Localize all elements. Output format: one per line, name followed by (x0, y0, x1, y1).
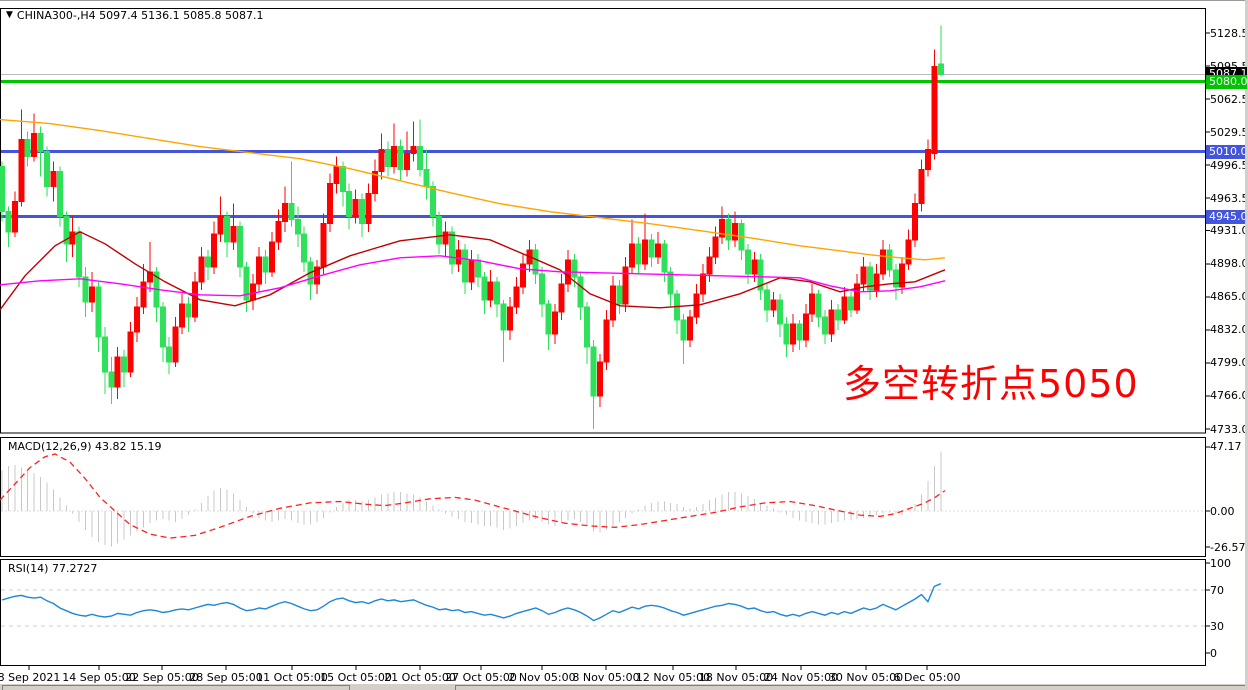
rsi-tick-label: 100 (1210, 556, 1231, 570)
time-tick-label: 27 Oct 05:00 (445, 671, 517, 684)
price-tick-label: 4733.0 (1210, 422, 1248, 436)
time-tick-label: 8 Nov 05:00 (572, 671, 640, 684)
green-level-badge: 5080.0 (1206, 74, 1248, 89)
macd-panel-graphics (0, 451, 1205, 547)
macd-tick-label: 0.00 (1210, 504, 1235, 518)
axis-tick-marks (28, 32, 1210, 670)
window-top-edge (0, 0, 1248, 1)
price-tick-label: 4832.0 (1210, 323, 1248, 337)
chart-title-ohlc: CHINA300-,H4 5097.4 5136.1 5085.8 5087.1 (16, 9, 264, 22)
price-tick-label: 4865.0 (1210, 290, 1248, 304)
price-tick-label: 5128.5 (1210, 26, 1248, 40)
rsi-tick-label: 30 (1210, 619, 1224, 633)
time-tick-label: 22 Sep 05:00 (125, 671, 199, 684)
moving-average-lines (0, 118, 946, 311)
symbol-dropdown-icon[interactable]: ▼ (6, 10, 13, 20)
status-bar (0, 684, 1248, 690)
time-tick-label: 15 Oct 05:00 (320, 671, 392, 684)
price-tick-label: 5029.5 (1210, 125, 1248, 139)
macd-tick-label: -26.57 (1210, 540, 1246, 554)
price-tick-label: 4963.5 (1210, 191, 1248, 205)
rsi-indicator-label: RSI(14) 77.2727 (8, 562, 98, 575)
price-tick-label: 5062.5 (1210, 92, 1248, 106)
price-tick-label: 4799.0 (1210, 356, 1248, 370)
blue-level-upper-badge: 5010.0 (1206, 144, 1248, 159)
time-tick-label: 8 Sep 2021 (0, 671, 61, 684)
time-tick-label: 6 Dec 05:00 (893, 671, 961, 684)
time-tick-label: 12 Nov 05:00 (635, 671, 711, 684)
chart-annotation-text: 多空转折点5050 (843, 362, 1139, 406)
price-tick-label: 4766.0 (1210, 389, 1248, 403)
price-tick-label: 4996.5 (1210, 158, 1248, 172)
time-tick-label: 2 Nov 05:00 (508, 671, 576, 684)
time-tick-label: 28 Sep 05:00 (189, 671, 263, 684)
time-tick-label: 30 Nov 05:00 (828, 671, 904, 684)
macd-indicator-label: MACD(12,26,9) 43.82 15.19 (8, 440, 162, 453)
time-tick-label: 11 Oct 05:00 (256, 671, 328, 684)
time-tick-label: 21 Oct 05:00 (384, 671, 456, 684)
rsi-tick-label: 70 (1210, 583, 1224, 597)
candlesticks (0, 25, 944, 429)
rsi-panel-graphics (1, 583, 1205, 627)
rsi-tick-label: 0 (1210, 646, 1217, 660)
chart-title-bar[interactable]: ▼ CHINA300-,H4 5097.4 5136.1 5085.8 5087… (6, 9, 264, 22)
blue-level-lower-badge: 4945.0 (1206, 209, 1248, 224)
price-tick-label: 4931.0 (1210, 224, 1248, 238)
time-tick-label: 24 Nov 05:00 (763, 671, 839, 684)
status-bar-segment (455, 685, 1246, 690)
time-tick-label: 14 Sep 05:00 (62, 671, 136, 684)
macd-tick-label: 47.17 (1210, 440, 1242, 454)
panel-frames (0, 8, 1206, 666)
price-tick-label: 4898.0 (1210, 257, 1248, 271)
time-tick-label: 18 Nov 05:00 (698, 671, 774, 684)
horizontal-level-lines[interactable] (1, 73, 1205, 219)
window-right-edge (1245, 0, 1248, 690)
status-bar-segment (2, 685, 350, 690)
